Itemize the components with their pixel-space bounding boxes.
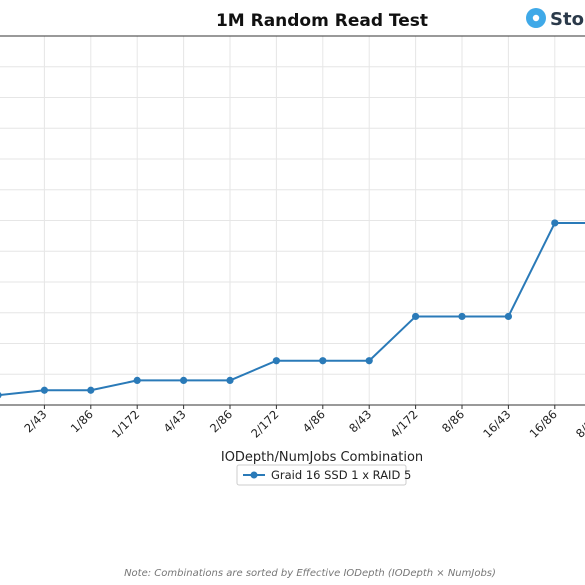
- x-tick-label: 4/86: [300, 407, 328, 435]
- x-tick-label: 2/43: [21, 407, 49, 435]
- x-tick-label: 8/43: [346, 407, 374, 435]
- brand-logo: Stor: [526, 8, 585, 30]
- legend: Graid 16 SSD 1 x RAID 5: [236, 464, 411, 486]
- x-tick-label: 8/86: [439, 407, 467, 435]
- data-point: [504, 312, 512, 321]
- legend-marker: [250, 471, 258, 479]
- data-point: [365, 357, 373, 365]
- legend-entry-label: Graid 16 SSD 1 x RAID 5: [271, 468, 411, 482]
- x-tick-labels: 2/43 1/86 1/172 4/43 2/86 2/172 4/86 8/43 4/172 8…: [21, 405, 585, 441]
- legend-box: [236, 464, 407, 486]
- data-point: [0, 392, 2, 399]
- x-tick-label: 16/43: [480, 407, 513, 440]
- x-tick-label: 2/172: [248, 407, 281, 440]
- chart-title: 1M Random Read Test: [216, 11, 428, 31]
- data-point: [87, 386, 95, 394]
- data-point: [272, 357, 280, 365]
- data-point: [319, 357, 327, 365]
- data-point: [458, 312, 466, 321]
- series-line: [0, 221, 585, 396]
- x-tick-label: 4/43: [161, 407, 189, 435]
- data-point: [226, 376, 234, 384]
- footnote: Note: Combinations are sorted by Effecti…: [124, 568, 496, 579]
- data-point: [412, 312, 420, 321]
- data-point: [180, 376, 188, 384]
- brand-name: Stor: [550, 9, 585, 30]
- logo-inner-dot: [532, 14, 540, 22]
- x-tick-label: 1/86: [68, 407, 96, 435]
- data-point: [40, 386, 49, 394]
- x-tick-label: 1/172: [109, 407, 142, 440]
- data-point: [551, 219, 559, 227]
- data-point: [133, 376, 141, 384]
- axes: [0, 35, 585, 406]
- gridlines: [0, 36, 585, 405]
- x-tick-label: 16/86: [527, 407, 560, 440]
- x-axis-label: IODepth/NumJobs Combination: [221, 450, 423, 465]
- x-tick-label: 2/86: [207, 407, 235, 435]
- x-tick-label: 8/172: [573, 407, 585, 440]
- series-lines: [0, 219, 585, 399]
- x-tick-label: 4/172: [387, 407, 420, 440]
